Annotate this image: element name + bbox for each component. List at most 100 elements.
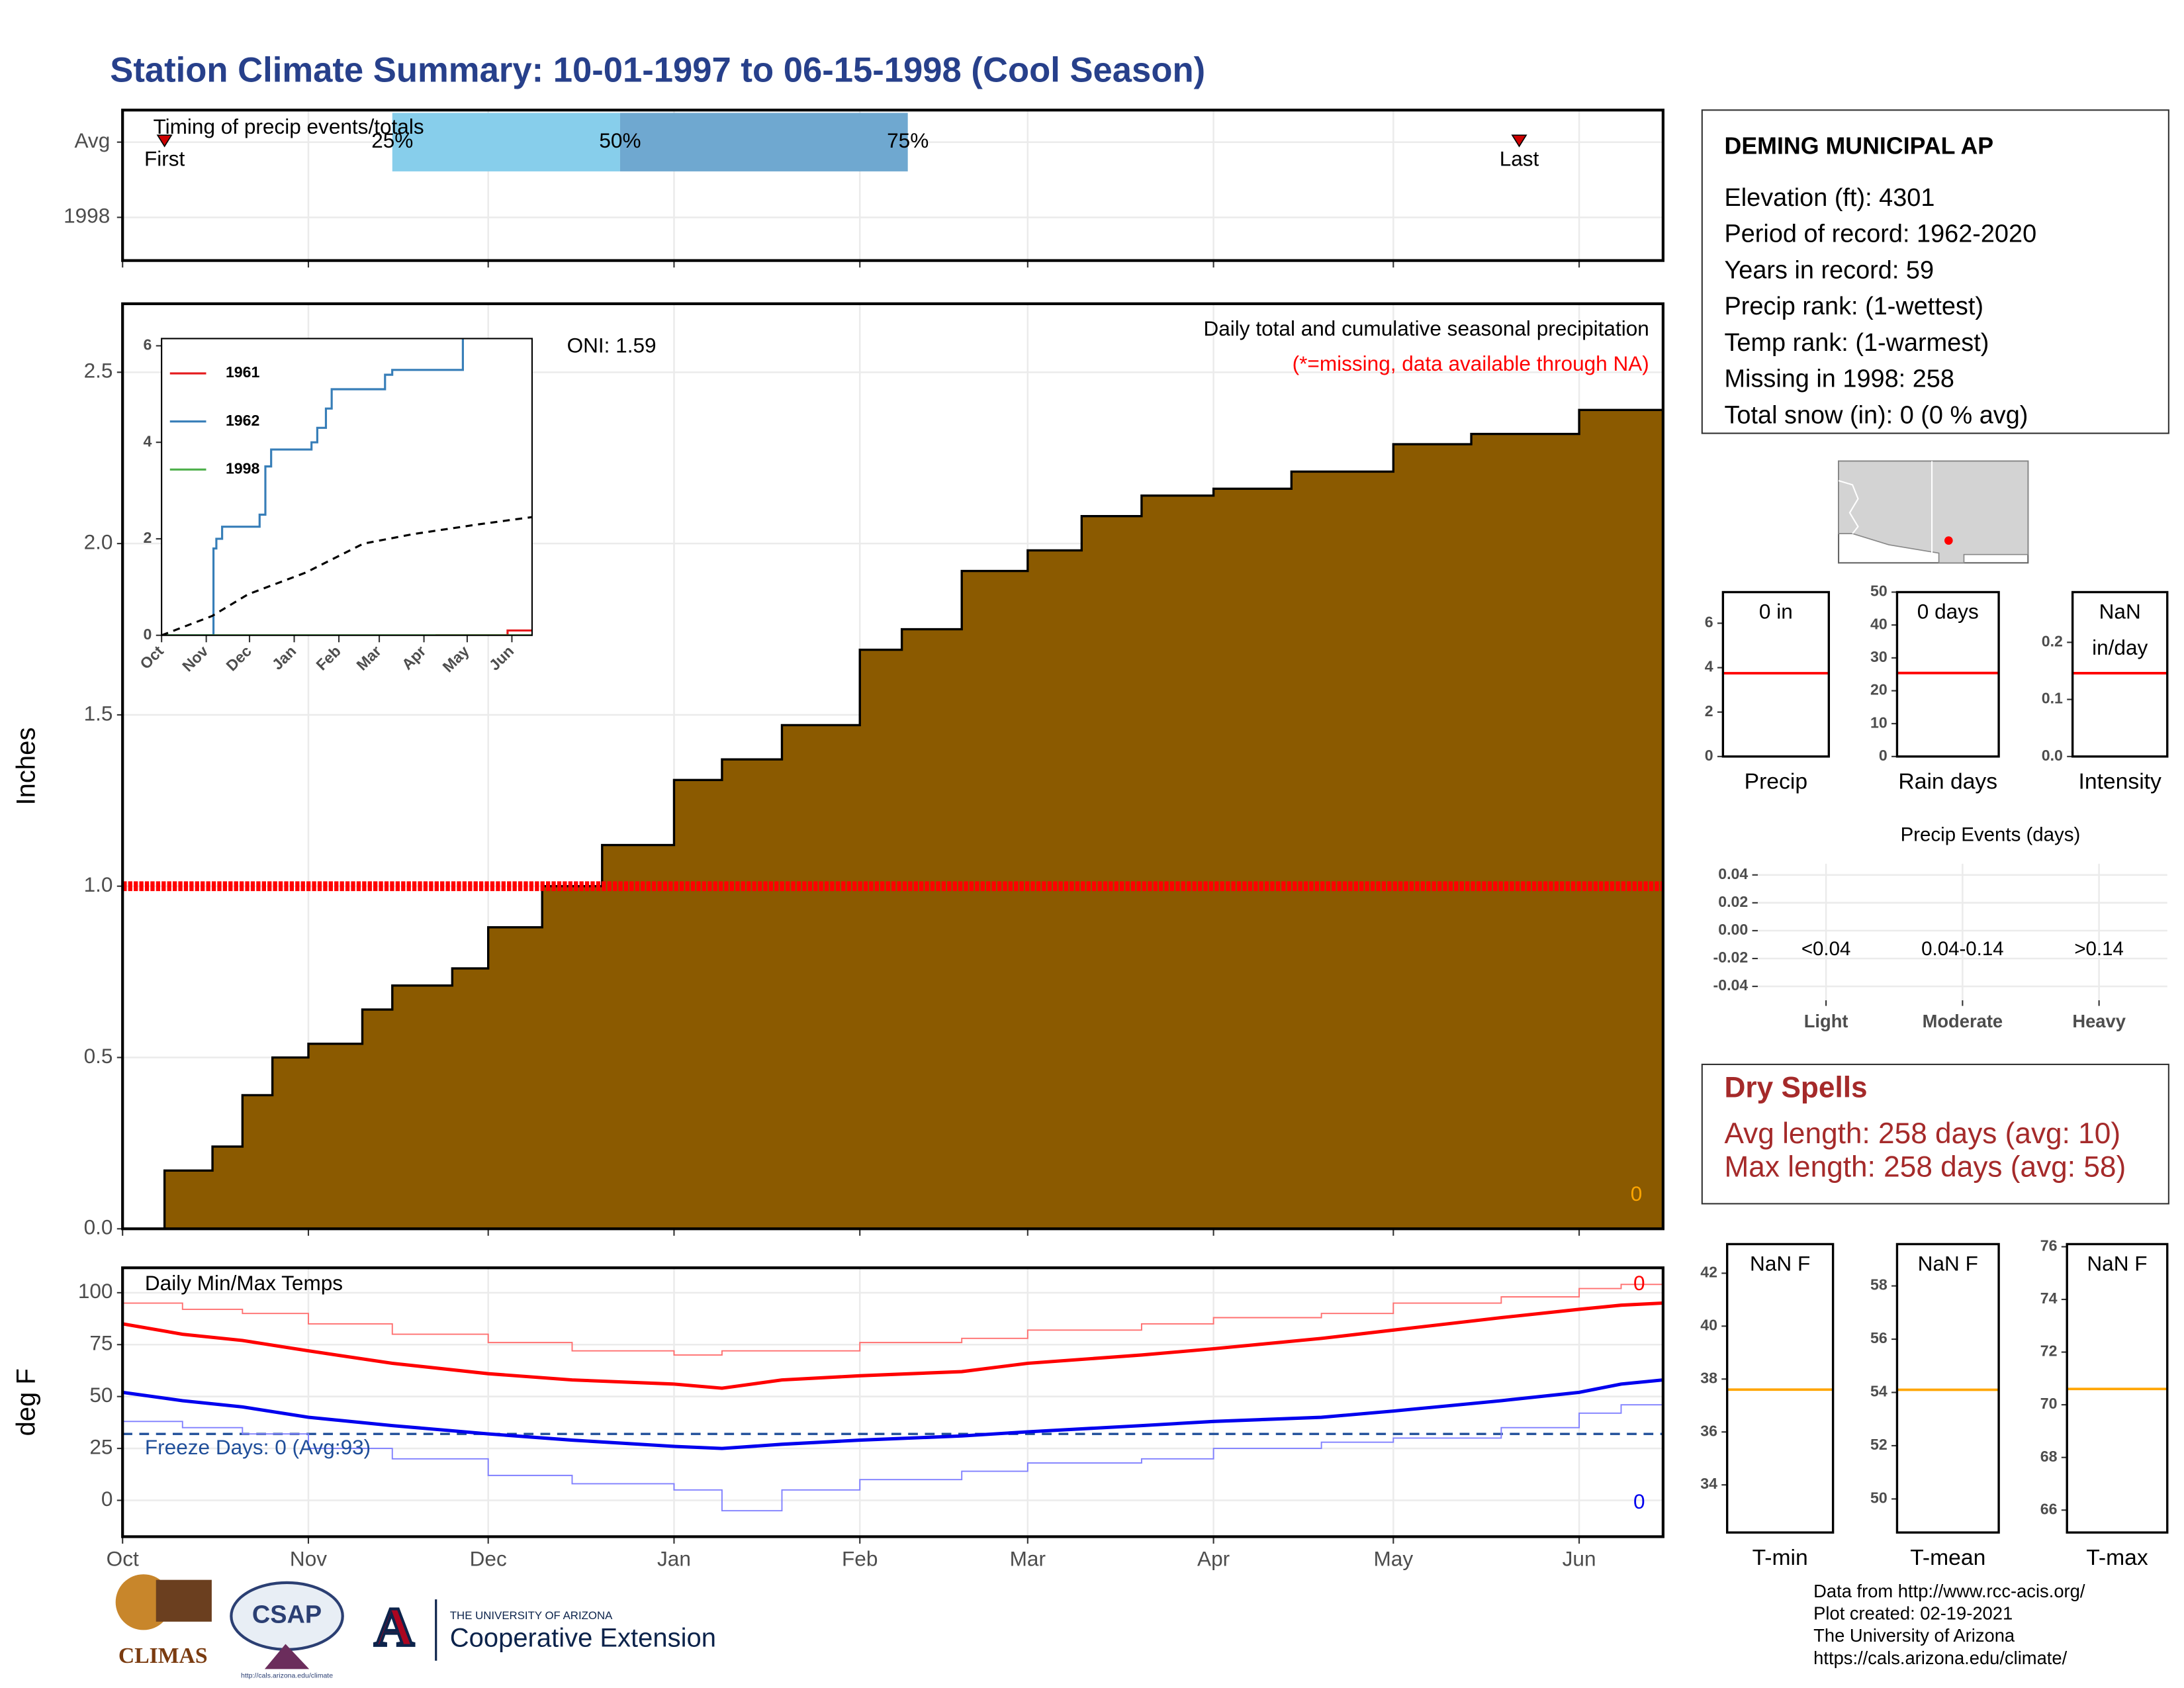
panel-title: Daily Min/Max Temps (145, 1271, 343, 1295)
y-tick-label: 50 (1870, 1489, 1888, 1507)
credits: Data from http://www.rcc-acis.org/ Plot … (1813, 1581, 2085, 1668)
category-label: T-mean (1910, 1546, 1985, 1570)
panel-background (1897, 1244, 1999, 1533)
y-tick-label: 72 (2040, 1342, 2058, 1360)
panel-background (1897, 592, 1999, 757)
panel-title: Timing of precip events/totals (154, 115, 424, 138)
y-tick-label: 6 (1705, 614, 1713, 631)
y-tick-label: 76 (2040, 1237, 2058, 1254)
locator-map (1838, 460, 2029, 564)
station-line: Temp rank: (1-warmest) (1724, 329, 1989, 357)
value-label: NaN F (1917, 1252, 1978, 1276)
y-tick-label: 68 (2040, 1448, 2058, 1465)
y-tick-label: 40 (1870, 615, 1888, 632)
y-tick-label: 0.04 (1718, 865, 1748, 882)
panel-frame (1895, 1243, 2000, 1534)
dry-spells-title: Dry Spells (1724, 1072, 1867, 1104)
chart-summary: 34 36 38 40 42 NaN F T-min (1700, 1243, 1835, 1570)
annotation: ONI: 1.59 (567, 333, 657, 357)
station-line: Missing in 1998: 258 (1724, 365, 1954, 393)
map-land (1838, 460, 2029, 564)
value-label-box: 0 days (1917, 600, 1979, 624)
quantile-label: 75% (887, 128, 929, 152)
station-frame (1701, 109, 2169, 434)
y-tick-label: 1.5 (84, 701, 113, 725)
dry-spells-box: Dry Spells Avg length: 258 days (avg: 10… (1701, 1063, 2169, 1205)
y-tick-label: 0.02 (1718, 893, 1748, 910)
y-tick-label: 42 (1700, 1264, 1717, 1281)
timing-marker-label: First (144, 146, 185, 170)
station-line: Precip rank: (1-wettest) (1724, 293, 1983, 320)
y-tick-label: 36 (1700, 1422, 1717, 1439)
series-line (122, 1282, 1664, 1356)
cumulative-area (122, 389, 1664, 1230)
station-line: Elevation (ft): 4301 (1724, 184, 1934, 212)
x-tick-label: Mar (1010, 1547, 1046, 1571)
panel-background (122, 1268, 1663, 1537)
y-tick-label: 1.0 (84, 872, 113, 896)
y-tick-label: 2.5 (84, 359, 113, 383)
panel-title: Daily total and cumulative seasonal prec… (1203, 316, 1649, 340)
y-tick-label: 0 (144, 626, 152, 643)
panel-background (1727, 1244, 1833, 1533)
series-line (435, 629, 532, 635)
plot-area (122, 1282, 1664, 1512)
y-tick-label: 0.5 (84, 1044, 113, 1068)
x-tick-label: Jun (1563, 1547, 1596, 1571)
station-dot (1944, 536, 1953, 545)
quantile-label: 25% (371, 128, 413, 152)
y-tick-label: 40 (1700, 1316, 1717, 1333)
y-tick-label: 4 (1705, 658, 1713, 675)
y-tick-label: 1998 (64, 204, 110, 228)
y-tick-label: 54 (1870, 1383, 1888, 1400)
value-label: >0.14 (2074, 938, 2124, 960)
chart-summary: 66 68 70 72 74 76 NaN F T-max (2040, 1237, 2169, 1570)
plot-area (161, 338, 532, 635)
climas-emblem (156, 1579, 212, 1622)
value-label: 0 in (1758, 600, 1793, 624)
y-tick-label: Avg (74, 128, 110, 152)
value-label-box: 0 in (1758, 600, 1793, 624)
y-tick-label: 38 (1700, 1369, 1717, 1386)
state-border (1838, 480, 1859, 534)
chart-summary: 0 10 20 30 40 50 0 days Rain days (1870, 583, 2000, 794)
category-label: Rain days (1898, 770, 1997, 794)
y-tick-label: 34 (1700, 1475, 1717, 1492)
page-title: Station Climate Summary: 10-01-1997 to 0… (110, 50, 1205, 89)
csap-mountain (264, 1644, 310, 1669)
y-tick-label: 0.0 (2042, 747, 2063, 764)
quantile-bar (619, 113, 908, 171)
legend-label: 1961 (226, 363, 260, 381)
logo-text: CLIMAS (118, 1644, 208, 1668)
y-tick-label: 50 (1870, 583, 1888, 600)
y-tick-label: 20 (1870, 681, 1888, 698)
panel-frame (161, 338, 533, 636)
x-tick-label: Dec (470, 1547, 507, 1571)
y-tick-label: 6 (144, 336, 152, 353)
value-label: <0.04 (1801, 938, 1851, 960)
series-line (161, 338, 464, 635)
y-tick-label: -0.04 (1713, 976, 1749, 994)
panel-frame (2066, 1243, 2169, 1534)
y-tick-label: 10 (1870, 714, 1888, 731)
timing-marker (1511, 134, 1527, 148)
timing-marker-label: Last (1500, 146, 1539, 170)
timing-marker (156, 134, 173, 148)
panel-frame (121, 109, 1664, 262)
x-tick-label: Nov (290, 1547, 327, 1571)
annotation: Freeze Days: 0 (Avg:93) (145, 1435, 371, 1459)
y-tick-label: 2 (144, 529, 152, 546)
value-label: NaN in/day (2092, 600, 2148, 661)
panel-frame (2071, 590, 2169, 758)
value-label: 0.04-0.14 (1921, 938, 2003, 960)
y-tick-label: 70 (2040, 1395, 2058, 1412)
credit-line: https://cals.arizona.edu/climate/ (1813, 1648, 2067, 1668)
y-tick-label: 0 (1879, 747, 1888, 764)
station-name: DEMING MUNICIPAL AP (1724, 133, 1993, 160)
value-label-box: NaN in/day (2092, 600, 2148, 661)
station-box: DEMING MUNICIPAL AP Elevation (ft): 4301… (1701, 109, 2169, 434)
panel-frame (121, 1266, 1664, 1538)
